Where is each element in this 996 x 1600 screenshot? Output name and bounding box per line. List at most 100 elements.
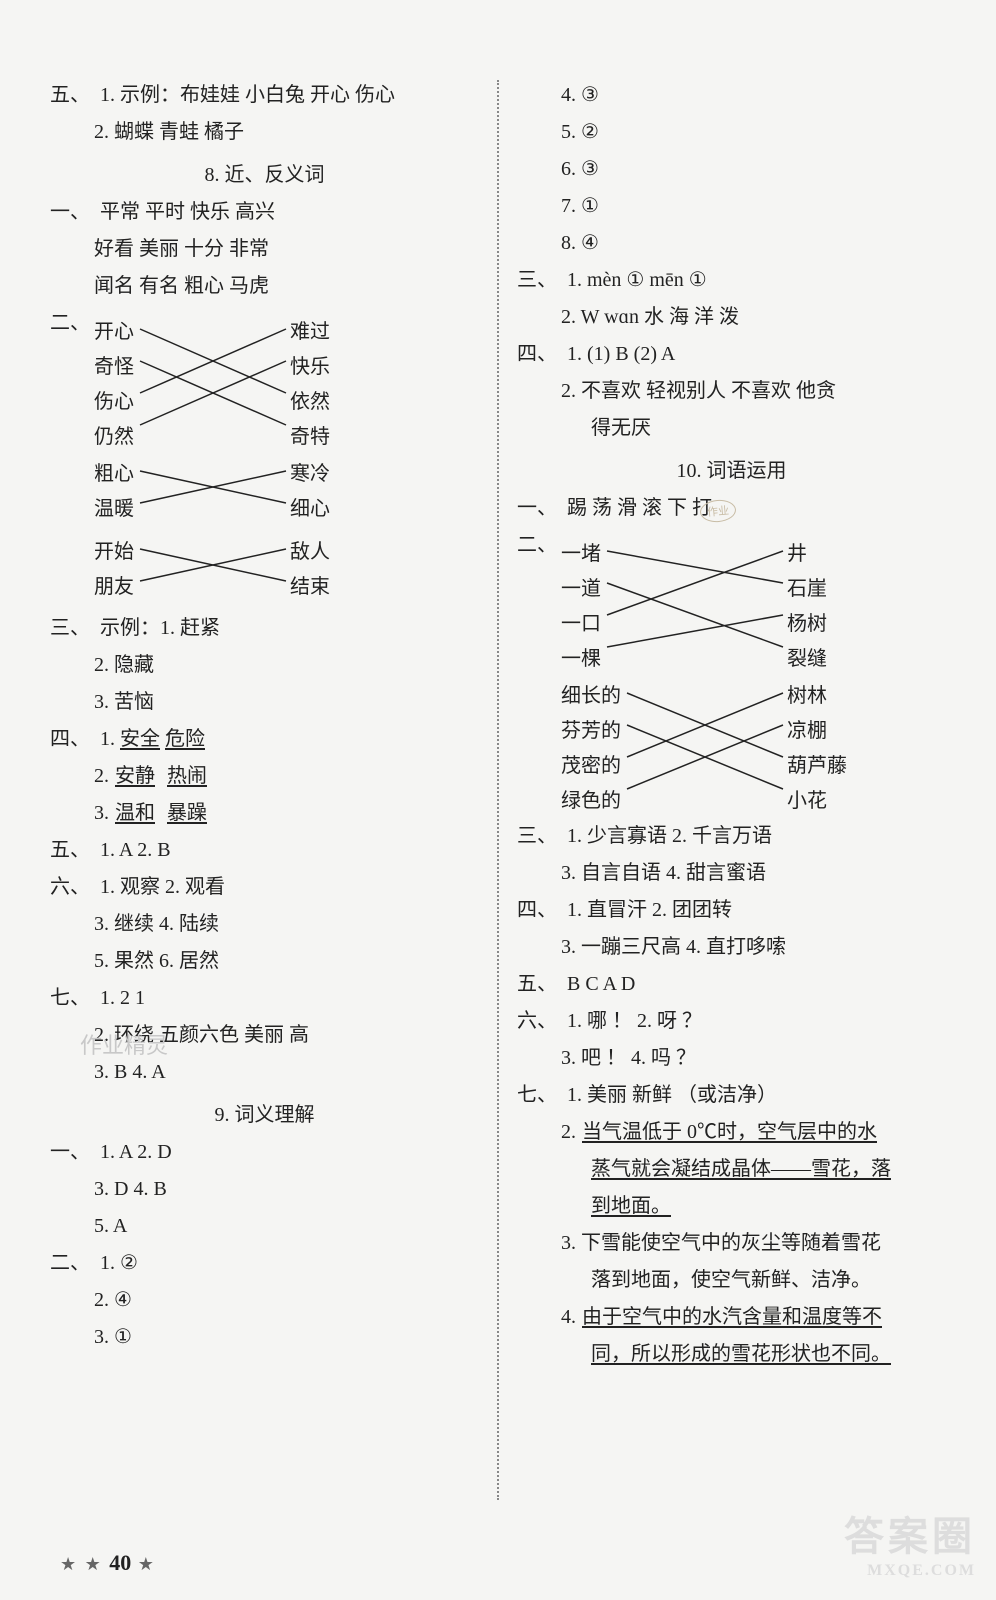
q2b-line3: 3. ①	[50, 1322, 479, 1353]
q1-line2: 好看 美丽 十分 非常	[50, 234, 479, 265]
r-q7-line4b: 同，所以形成的雪花形状也不同。	[517, 1339, 946, 1370]
underline-text: 到地面。	[591, 1191, 671, 1222]
cont-l5: 8. ④	[517, 228, 946, 259]
r-q3-line1: 三、 1. mèn ① mēn ①	[517, 265, 946, 296]
cont-l3: 6. ③	[517, 154, 946, 185]
num: 3.	[94, 798, 109, 829]
label-5b: 五、	[50, 835, 94, 866]
text: 踢 荡 滑 滚 下 打	[567, 493, 712, 524]
text: 3. D 4. B	[94, 1174, 167, 1205]
r-q4-line3: 得无厌	[517, 413, 946, 444]
underline-word: 安静	[115, 761, 155, 792]
r-q6-line2: 3. 吧 ！ 4. 吗 ？	[517, 1043, 946, 1074]
text: 1. 安全 危险	[100, 724, 205, 755]
num: 4.	[561, 1302, 576, 1333]
q2b-line2: 2. ④	[50, 1285, 479, 1316]
wm-sub: MXQE.COM	[844, 1562, 976, 1580]
label-r7: 七、	[517, 1080, 561, 1111]
text: 1. 示例：布娃娃 小白兔 开心 伤心	[100, 80, 395, 111]
label-6: 六、	[50, 872, 94, 903]
cont-l2: 5. ②	[517, 117, 946, 148]
text: 3. ①	[94, 1322, 132, 1353]
label-1: 一、	[50, 197, 94, 228]
label-4: 四、	[50, 724, 94, 755]
label-r4b: 四、	[517, 895, 561, 926]
underline-word: 暴躁	[167, 798, 207, 829]
text: 2. 不喜欢 轻视别人 不喜欢 他贪	[561, 376, 836, 407]
text: 2. 蝴蝶 青蛙 橘子	[94, 117, 244, 148]
text: 1. A 2. D	[100, 1137, 172, 1168]
label-3: 三、	[50, 613, 94, 644]
section-9-title: 9. 词义理解	[50, 1094, 479, 1131]
text: 3. 一蹦三尺高 4. 直打哆嗦	[561, 932, 786, 963]
match-lines	[561, 537, 867, 673]
label-r6: 六、	[517, 1006, 561, 1037]
r-q7-line1: 七、 1. 美丽 新鲜 （或洁净）	[517, 1080, 946, 1111]
r-q7-line2: 2. 当气温低于 0℃时，空气层中的水	[517, 1117, 946, 1148]
underline-text: 由于空气中的水汽含量和温度等不	[582, 1302, 882, 1333]
underline-word: 温和	[115, 798, 155, 829]
underline-text: 同，所以形成的雪花形状也不同。	[591, 1339, 891, 1370]
label-7: 七、	[50, 983, 94, 1014]
text: 6. ③	[561, 154, 599, 185]
text: 2. W wɑn 水 海 洋 泼	[561, 302, 739, 333]
q5-line2: 2. 蝴蝶 青蛙 橘子	[50, 117, 479, 148]
q4-line2: 2. 安静 热闹	[50, 761, 479, 792]
page-footer: ★ ★ 40 ★	[60, 1550, 156, 1576]
matching-block-3: 开始朋友敌人结束	[94, 535, 479, 607]
text: 3. 苦恼	[94, 687, 154, 718]
label-r3: 三、	[517, 265, 561, 296]
text: 闻名 有名 粗心 马虎	[94, 271, 269, 302]
label-2: 二、	[50, 308, 94, 339]
section-10-title: 10. 词语运用	[517, 450, 946, 487]
text: 得无厌	[591, 413, 651, 444]
q5-line1: 五、 1. 示例：布娃娃 小白兔 开心 伤心	[50, 80, 479, 111]
cont-l1: 4. ③	[517, 80, 946, 111]
text: 平常 平时 快乐 高兴	[100, 197, 275, 228]
q2b-line1: 二、 1. ②	[50, 1248, 479, 1279]
text: 8. ④	[561, 228, 599, 259]
matching-block-1: 开心奇怪伤心仍然难过快乐依然奇特	[94, 315, 479, 451]
label-r2: 二、	[517, 530, 561, 561]
q1b-line1: 一、 1. A 2. D	[50, 1137, 479, 1168]
text: 5. A	[94, 1211, 127, 1242]
right-column: 4. ③ 5. ② 6. ③ 7. ① 8. ④ 三、 1. mèn ① mēn…	[517, 80, 946, 1500]
q1-line3: 闻名 有名 粗心 马虎	[50, 271, 479, 302]
q4-line1: 四、 1. 安全 危险	[50, 724, 479, 755]
text: 2. ④	[94, 1285, 132, 1316]
q7-line3: 3. B 4. A	[50, 1057, 479, 1088]
text: B C A D	[567, 969, 635, 1000]
underline-word: 危险	[165, 728, 205, 750]
text: 1. 观察 2. 观看	[100, 872, 225, 903]
text: 1. 直冒汗 2. 团团转	[567, 895, 732, 926]
q3-line3: 3. 苦恼	[50, 687, 479, 718]
underline-text: 蒸气就会凝结成晶体——雪花，落	[591, 1154, 891, 1185]
text: 好看 美丽 十分 非常	[94, 234, 269, 265]
text: 1. 2 1	[100, 983, 145, 1014]
r-q7-line2b: 蒸气就会凝结成晶体——雪花，落	[517, 1154, 946, 1185]
q3-line1: 三、 示例：1. 赶紧	[50, 613, 479, 644]
r-q4-line2: 2. 不喜欢 轻视别人 不喜欢 他贪	[517, 376, 946, 407]
text: 3. 下雪能使空气中的灰尘等随着雪花	[561, 1228, 881, 1259]
r-q7-line3b: 落到地面，使空气新鲜、洁净。	[517, 1265, 946, 1296]
r-q7-line2c: 到地面。	[517, 1191, 946, 1222]
text: 1. mèn ① mēn ①	[567, 265, 707, 296]
page-number: 40	[109, 1550, 131, 1575]
q6-line3: 5. 果然 6. 居然	[50, 946, 479, 977]
text: 3. 吧 ！ 4. 吗 ？	[561, 1043, 696, 1074]
text: 1. 美丽 新鲜 （或洁净）	[567, 1080, 777, 1111]
footer-stars: ★ ★	[60, 1554, 103, 1574]
text: 4. ③	[561, 80, 599, 111]
r-q3b-line1: 三、 1. 少言寡语 2. 千言万语	[517, 821, 946, 852]
text: 5. 果然 6. 居然	[94, 946, 219, 977]
section-8-title: 8. 近、反义词	[50, 154, 479, 191]
text: 2. 隐藏	[94, 650, 154, 681]
text: 3. 自言自语 4. 甜言蜜语	[561, 858, 766, 889]
text: 3. B 4. A	[94, 1057, 166, 1088]
text: 1. ②	[100, 1248, 138, 1279]
q7-line1: 七、 1. 2 1	[50, 983, 479, 1014]
r-q4b-line2: 3. 一蹦三尺高 4. 直打哆嗦	[517, 932, 946, 963]
label-r3b: 三、	[517, 821, 561, 852]
text: 落到地面，使空气新鲜、洁净。	[591, 1265, 871, 1296]
label-1b: 一、	[50, 1137, 94, 1168]
